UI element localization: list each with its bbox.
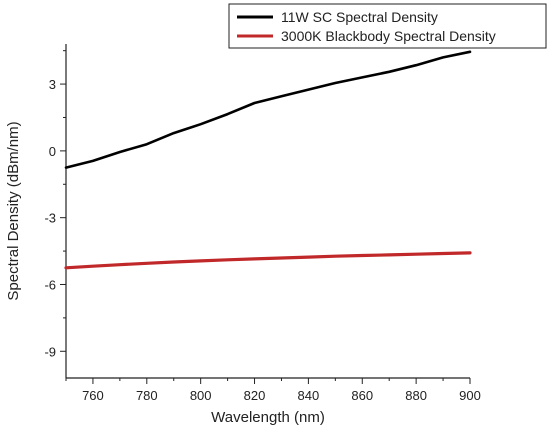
- series-line-blackbody: [64, 251, 472, 270]
- y-tick-label: -6: [44, 277, 56, 292]
- series-layer: [64, 50, 472, 270]
- x-tick-label: 780: [136, 388, 158, 403]
- y-tick-label: 0: [49, 144, 56, 159]
- x-tick-label: 900: [459, 388, 481, 403]
- x-tick-label: 820: [244, 388, 266, 403]
- x-tick-label: 880: [405, 388, 427, 403]
- x-tick-label: 860: [351, 388, 373, 403]
- x-tick-label: 800: [190, 388, 212, 403]
- y-tick-label: -9: [44, 344, 56, 359]
- series-line-sc: [64, 50, 472, 169]
- legend: 11W SC Spectral Density 3000K Blackbody S…: [228, 3, 547, 49]
- y-tick-label: -3: [44, 211, 56, 226]
- legend-entry: 3000K Blackbody Spectral Density: [281, 28, 496, 44]
- x-tick-label: 840: [298, 388, 320, 403]
- y-tick-label: 3: [49, 77, 56, 92]
- x-tick-label: 760: [82, 388, 104, 403]
- y-axis-title: Spectral Density (dBm/nm): [5, 121, 22, 300]
- legend-entry: 11W SC Spectral Density: [281, 9, 438, 25]
- x-axis-title: Wavelength (nm): [211, 409, 325, 426]
- legend-box: [228, 3, 547, 49]
- axes: 760 780 800 820 840 860 880 900 -9 -6 -3 0 3: [44, 44, 481, 403]
